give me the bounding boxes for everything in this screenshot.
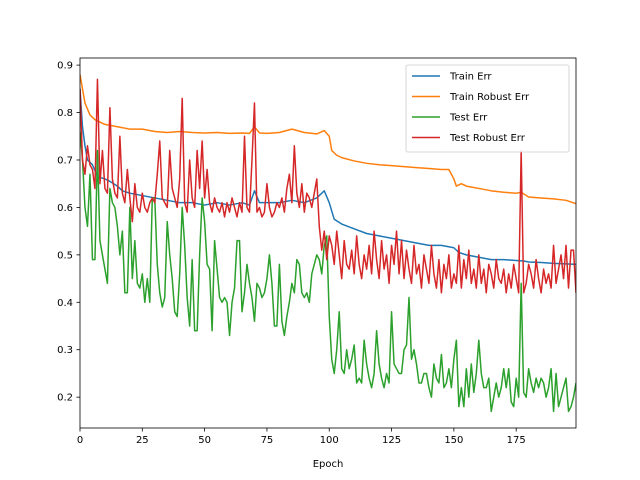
- y-tick-label: 0.3: [57, 345, 73, 356]
- x-axis: 0 25 50 75 100 125 150 175: [77, 428, 526, 446]
- y-tick-label: 0.8: [57, 108, 73, 119]
- y-tick-label: 0.2: [57, 393, 73, 404]
- series-line-1: [80, 74, 576, 205]
- y-tick-label: 0.4: [57, 298, 73, 309]
- x-tick-label: 0: [77, 435, 83, 446]
- legend-label: Test Robust Err: [449, 133, 526, 144]
- x-tick-label: 25: [136, 435, 149, 446]
- x-tick-label: 175: [507, 435, 526, 446]
- x-tick-label: 50: [198, 435, 211, 446]
- x-tick-label: 100: [320, 435, 339, 446]
- series-line-0: [80, 88, 576, 266]
- y-tick-label: 0.9: [57, 61, 73, 72]
- legend-label: Test Err: [449, 113, 488, 124]
- y-tick-label: 0.7: [57, 155, 73, 166]
- x-tick-label: 150: [444, 435, 463, 446]
- y-axis: 0.2 0.3 0.4 0.5 0.6 0.7 0.8 0.9: [57, 61, 80, 404]
- series-line-3: [80, 78, 576, 294]
- plot-frame: [79, 57, 577, 429]
- x-tick-label: 75: [261, 435, 274, 446]
- x-tick-label: 125: [382, 435, 401, 446]
- legend-label: Train Robust Err: [449, 92, 530, 103]
- legend: Train Err Train Robust Err Test Err Test Ro…: [405, 64, 570, 153]
- series-layer: [80, 74, 576, 413]
- x-axis-label: Epoch: [313, 459, 344, 470]
- legend-label: Train Err: [449, 72, 492, 83]
- series-line-2: [80, 131, 576, 413]
- y-tick-label: 0.6: [57, 203, 73, 214]
- legend-box: [405, 64, 570, 153]
- y-tick-label: 0.5: [57, 250, 73, 261]
